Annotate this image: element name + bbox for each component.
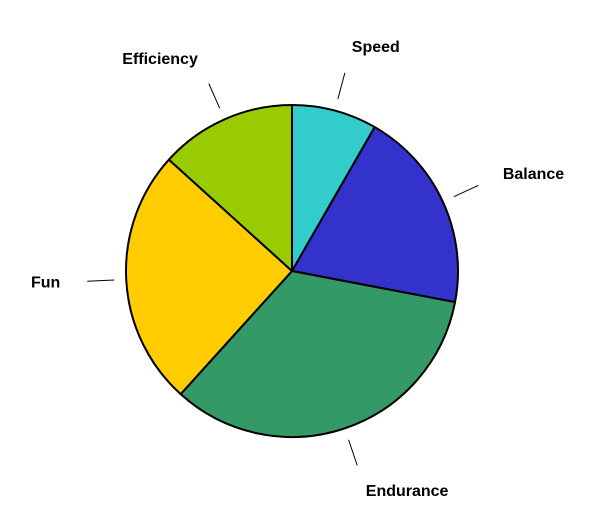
leader-line-efficiency xyxy=(208,83,221,109)
slice-label-balance: Balance xyxy=(503,166,564,183)
pie-slice-endurance xyxy=(179,270,457,438)
leader-line-endurance xyxy=(348,439,358,466)
pie-slice-speed xyxy=(291,104,376,272)
slice-label-endurance: Endurance xyxy=(366,483,449,500)
leader-line-balance xyxy=(453,185,479,198)
leader-line-fun xyxy=(87,279,115,282)
pie-slices xyxy=(125,104,459,438)
slice-labels: Speed Balance Endurance Fun Efficiency xyxy=(31,39,564,500)
label-leader-lines xyxy=(87,72,479,466)
slice-label-fun: Fun xyxy=(31,275,60,292)
pie-slice-balance xyxy=(291,126,459,304)
slice-label-efficiency: Efficiency xyxy=(122,51,198,68)
pie-slice-fun xyxy=(125,158,293,396)
leader-line-speed xyxy=(337,72,346,100)
pie-slice-efficiency xyxy=(167,104,293,272)
slice-label-speed: Speed xyxy=(352,39,400,56)
